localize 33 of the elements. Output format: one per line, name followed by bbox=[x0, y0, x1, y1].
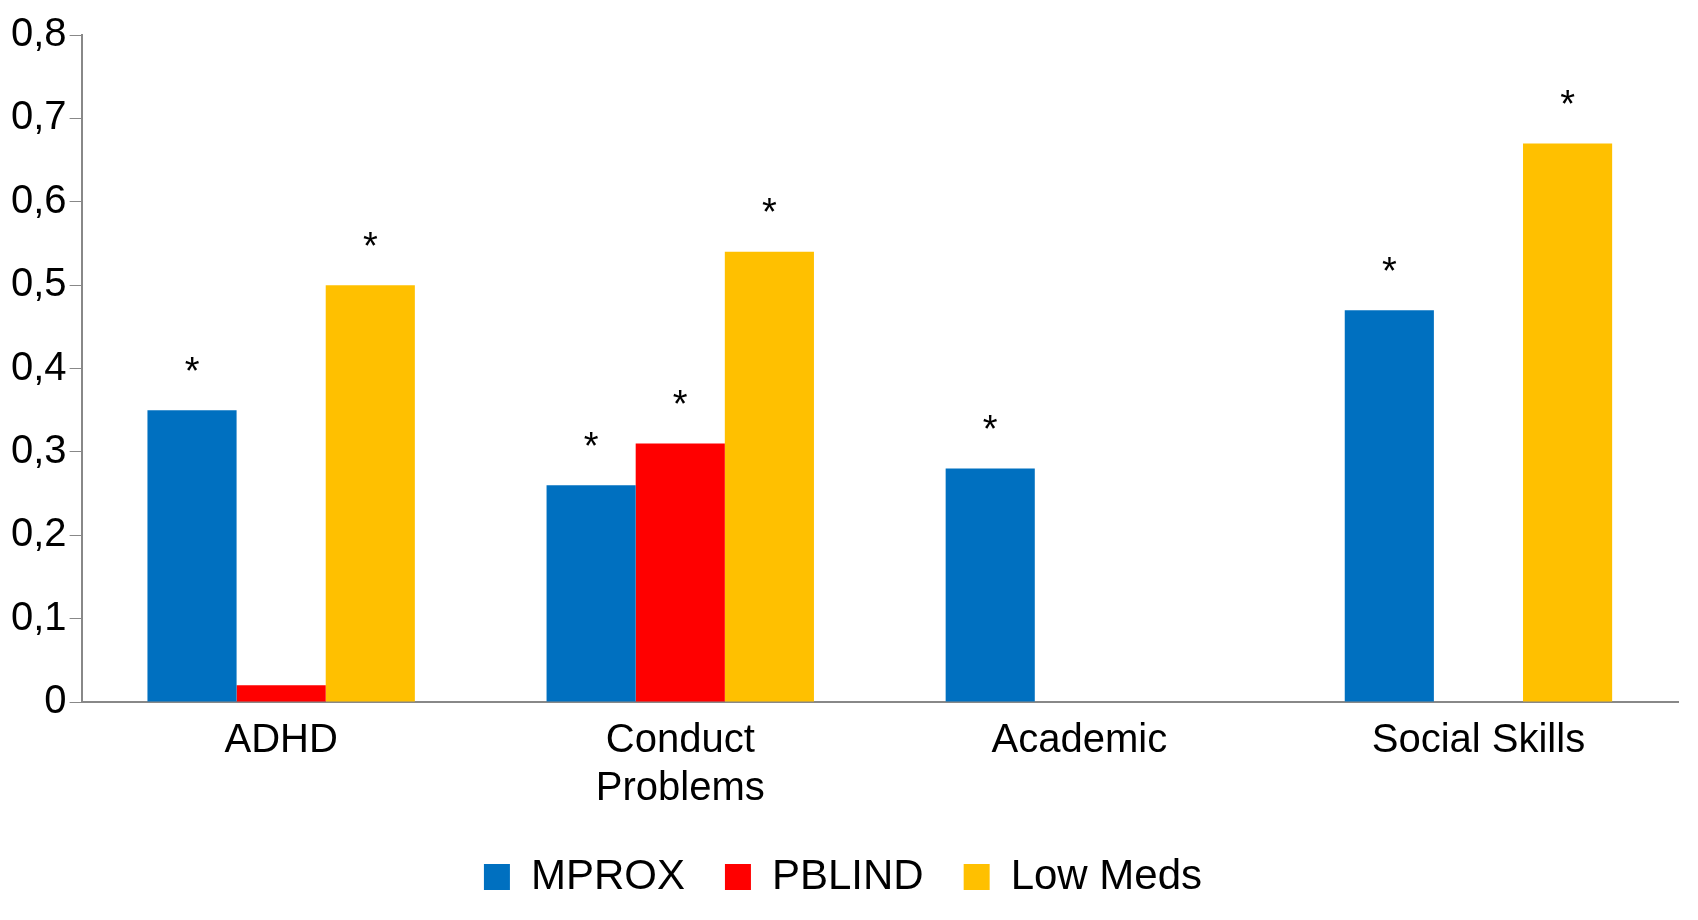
y-tick-label: 0,4 bbox=[11, 343, 67, 388]
y-tick-label: 0,3 bbox=[11, 426, 67, 471]
y-tick-label: 0,1 bbox=[11, 593, 67, 638]
data-label: * bbox=[672, 383, 688, 426]
x-tick-label: Conduct Problems bbox=[595, 716, 765, 809]
data-label: * bbox=[362, 224, 378, 267]
data-label: * bbox=[1560, 82, 1576, 125]
legend-label: MPROX bbox=[530, 850, 685, 898]
bar bbox=[325, 285, 415, 702]
bar bbox=[945, 468, 1035, 702]
y-tick-label: 0 bbox=[44, 677, 67, 722]
bar bbox=[1523, 143, 1613, 702]
bar bbox=[147, 410, 237, 702]
data-label: * bbox=[1381, 249, 1397, 292]
y-tick-label: 0,7 bbox=[11, 93, 67, 138]
x-tick-label: Academic bbox=[991, 716, 1168, 761]
data-label: * bbox=[761, 191, 777, 234]
y-tick-label: 0,6 bbox=[11, 176, 67, 221]
data-label: * bbox=[583, 424, 599, 467]
bar bbox=[724, 251, 814, 702]
y-tick-label: 0,8 bbox=[11, 10, 67, 55]
bar bbox=[546, 485, 636, 702]
x-tick-label: ADHD bbox=[224, 716, 338, 761]
data-label: * bbox=[184, 349, 200, 392]
y-tick-label: 0,5 bbox=[11, 260, 67, 305]
x-tick-label: Social Skills bbox=[1371, 716, 1586, 761]
legend-label: Low Meds bbox=[1010, 850, 1203, 898]
data-label: * bbox=[982, 408, 998, 451]
bar bbox=[1344, 310, 1434, 702]
bar bbox=[635, 443, 725, 702]
y-tick-label: 0,2 bbox=[11, 510, 67, 555]
bar bbox=[236, 685, 326, 702]
legend-label: PBLIND bbox=[771, 850, 924, 898]
